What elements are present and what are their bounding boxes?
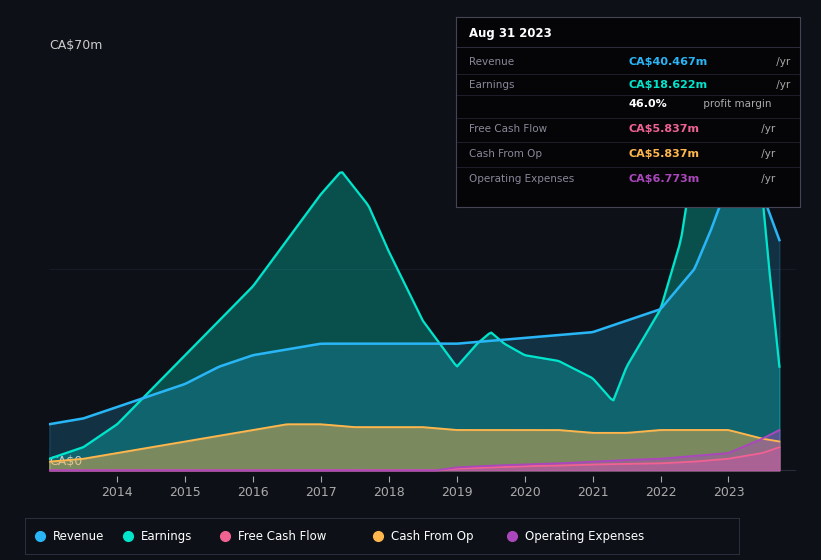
Text: profit margin: profit margin [700,99,772,109]
Text: CA$40.467m: CA$40.467m [628,58,708,68]
Text: Cash From Op: Cash From Op [391,530,474,543]
Text: /yr: /yr [759,124,776,134]
Text: CA$5.837m: CA$5.837m [628,124,699,134]
Text: /yr: /yr [773,58,790,68]
Text: /yr: /yr [773,80,790,90]
Text: 46.0%: 46.0% [628,99,667,109]
Text: CA$5.837m: CA$5.837m [628,149,699,159]
Text: CA$0: CA$0 [49,455,82,468]
Text: Operating Expenses: Operating Expenses [470,174,575,184]
Text: Aug 31 2023: Aug 31 2023 [470,27,553,40]
Text: Revenue: Revenue [470,58,515,68]
Text: Free Cash Flow: Free Cash Flow [238,530,327,543]
Text: CA$70m: CA$70m [49,39,103,52]
Text: Revenue: Revenue [53,530,104,543]
Text: /yr: /yr [759,149,776,159]
Text: CA$6.773m: CA$6.773m [628,174,699,184]
Text: Earnings: Earnings [470,80,515,90]
Text: Operating Expenses: Operating Expenses [525,530,644,543]
Text: /yr: /yr [759,174,776,184]
Text: CA$18.622m: CA$18.622m [628,80,707,90]
Text: Cash From Op: Cash From Op [470,149,543,159]
Text: Earnings: Earnings [141,530,192,543]
Text: Free Cash Flow: Free Cash Flow [470,124,548,134]
